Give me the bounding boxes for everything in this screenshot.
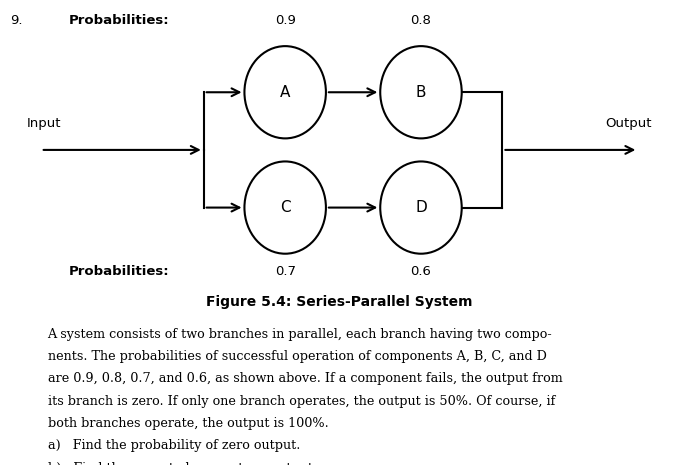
Text: Probabilities:: Probabilities: (69, 265, 170, 278)
Ellipse shape (244, 161, 326, 254)
Ellipse shape (380, 46, 462, 139)
Text: a)   Find the probability of zero output.: a) Find the probability of zero output. (48, 439, 300, 452)
Ellipse shape (244, 46, 326, 139)
Text: Output: Output (606, 117, 652, 130)
Text: 0.7: 0.7 (275, 265, 295, 278)
Text: A system consists of two branches in parallel, each branch having two compo-: A system consists of two branches in par… (48, 328, 552, 341)
Text: Figure 5.4: Series-Parallel System: Figure 5.4: Series-Parallel System (206, 295, 473, 309)
Text: its branch is zero. If only one branch operates, the output is 50%. Of course, i: its branch is zero. If only one branch o… (48, 395, 555, 408)
Text: Input: Input (27, 117, 62, 130)
Text: 0.8: 0.8 (411, 13, 431, 27)
Ellipse shape (380, 161, 462, 254)
Text: are 0.9, 0.8, 0.7, and 0.6, as shown above. If a component fails, the output fro: are 0.9, 0.8, 0.7, and 0.6, as shown abo… (48, 372, 562, 385)
Text: D: D (415, 200, 427, 215)
Text: Probabilities:: Probabilities: (69, 13, 170, 27)
Text: 9.: 9. (10, 14, 22, 27)
Text: A: A (280, 85, 291, 100)
Text: 0.9: 0.9 (275, 13, 295, 27)
Text: b)   Find the expected percentage output.: b) Find the expected percentage output. (48, 462, 316, 465)
Text: nents. The probabilities of successful operation of components A, B, C, and D: nents. The probabilities of successful o… (48, 350, 547, 363)
Text: C: C (280, 200, 291, 215)
Text: B: B (416, 85, 426, 100)
Text: both branches operate, the output is 100%.: both branches operate, the output is 100… (48, 417, 328, 430)
Text: 0.6: 0.6 (411, 265, 431, 278)
